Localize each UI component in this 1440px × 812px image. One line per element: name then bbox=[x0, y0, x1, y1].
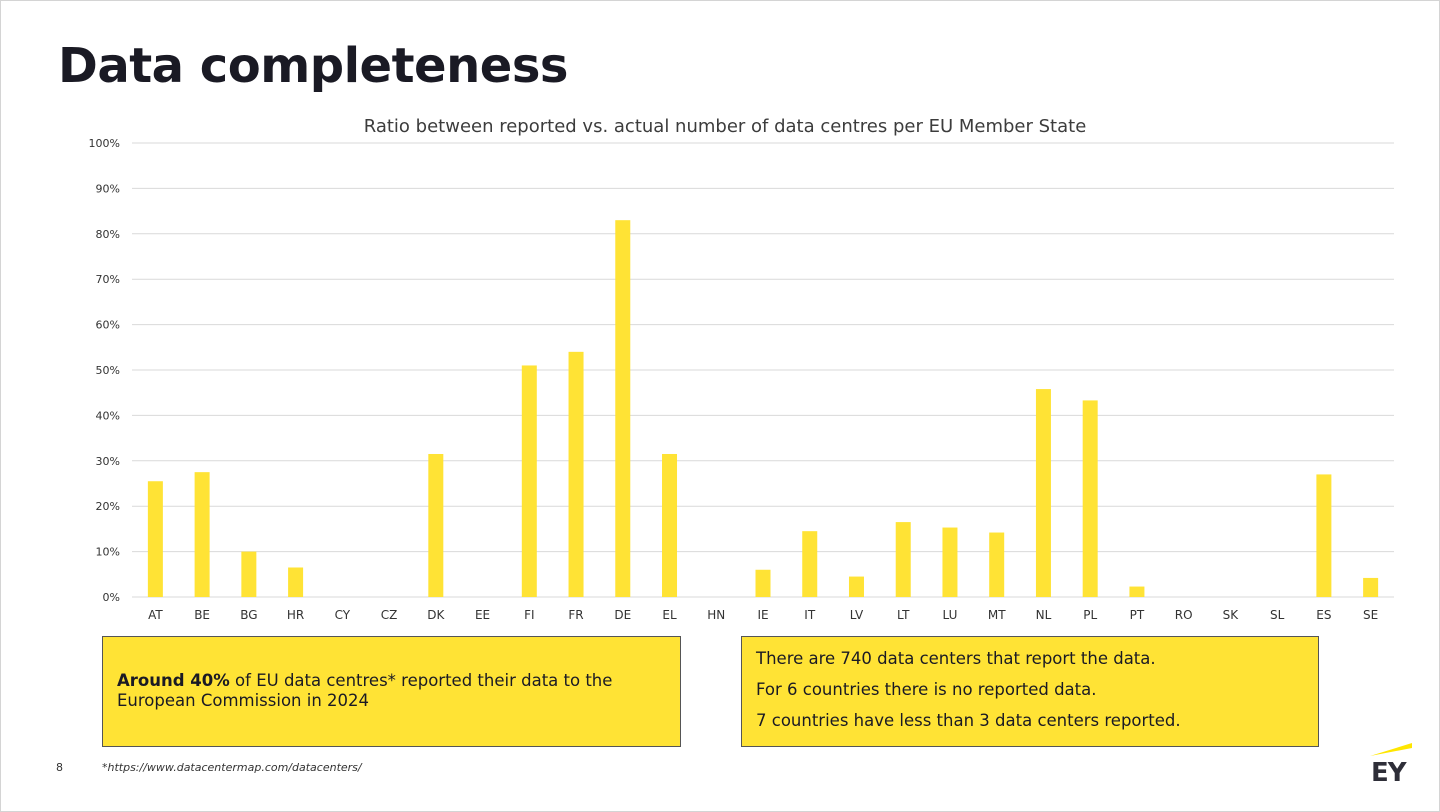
bar bbox=[1082, 400, 1098, 597]
logo-text: EY bbox=[1371, 758, 1407, 788]
bar bbox=[942, 527, 958, 597]
bar bbox=[662, 453, 678, 597]
x-tick-label: HR bbox=[287, 608, 304, 622]
bar bbox=[428, 453, 444, 597]
y-tick-label: 70% bbox=[96, 273, 120, 286]
bar bbox=[848, 576, 864, 597]
x-tick-label: BE bbox=[194, 608, 210, 622]
bar bbox=[521, 365, 537, 597]
facts-callout: There are 740 data centers that report t… bbox=[741, 636, 1319, 747]
footnote: *https://www.datacentermap.com/datacente… bbox=[102, 761, 362, 774]
y-tick-label: 80% bbox=[96, 228, 120, 241]
x-tick-label: HN bbox=[707, 608, 725, 622]
y-tick-label: 60% bbox=[96, 319, 120, 332]
bar bbox=[615, 220, 631, 597]
bar bbox=[755, 569, 771, 597]
y-tick-label: 90% bbox=[96, 182, 120, 195]
x-tick-label: IT bbox=[804, 608, 816, 622]
x-tick-label: PL bbox=[1083, 608, 1097, 622]
x-tick-label: ES bbox=[1316, 608, 1331, 622]
x-tick-label: MT bbox=[988, 608, 1006, 622]
x-tick-label: PT bbox=[1130, 608, 1145, 622]
y-tick-label: 30% bbox=[96, 455, 120, 468]
bar bbox=[1129, 586, 1145, 597]
y-tick-label: 20% bbox=[96, 500, 120, 513]
x-tick-label: EL bbox=[662, 608, 677, 622]
bar bbox=[989, 532, 1005, 597]
x-tick-label: CY bbox=[335, 608, 351, 622]
x-tick-label: RO bbox=[1175, 608, 1193, 622]
bar bbox=[288, 567, 304, 597]
fact-line: There are 740 data centers that report t… bbox=[756, 649, 1156, 668]
bar bbox=[802, 531, 818, 597]
x-tick-label: SK bbox=[1223, 608, 1240, 622]
y-tick-label: 10% bbox=[96, 546, 120, 559]
x-tick-label: EE bbox=[475, 608, 490, 622]
page-title: Data completeness bbox=[58, 38, 568, 94]
x-tick-label: DK bbox=[427, 608, 445, 622]
ey-logo-beam-icon bbox=[1370, 743, 1412, 756]
x-tick-label: SL bbox=[1270, 608, 1285, 622]
chart-title: Ratio between reported vs. actual number… bbox=[363, 116, 1087, 137]
bar bbox=[241, 551, 257, 597]
x-tick-label: SE bbox=[1363, 608, 1378, 622]
x-tick-label: NL bbox=[1036, 608, 1052, 622]
bar bbox=[147, 481, 163, 597]
bar bbox=[568, 351, 584, 597]
y-tick-label: 100% bbox=[89, 137, 120, 150]
y-tick-label: 50% bbox=[96, 364, 120, 377]
bar bbox=[194, 472, 210, 597]
bar-chart: 0% 10% 20% 30% 40% 50% 60% 70% 80% 90% 100% AT BE BG H… bbox=[89, 137, 1394, 622]
fact-line: For 6 countries there is no reported dat… bbox=[756, 680, 1097, 699]
x-tick-label: IE bbox=[757, 608, 768, 622]
summary-callout: Around 40% of EU data centres* reported … bbox=[102, 636, 681, 747]
summary-text: of EU data centres* reported their data … bbox=[117, 671, 613, 710]
x-tick-label: LT bbox=[897, 608, 910, 622]
fact-line: 7 countries have less than 3 data center… bbox=[756, 711, 1181, 730]
x-tick-label: LV bbox=[850, 608, 864, 622]
bar bbox=[895, 522, 911, 597]
bar bbox=[1035, 389, 1051, 597]
bar bbox=[1363, 577, 1379, 597]
summary-highlight: Around 40% bbox=[117, 671, 230, 690]
bar bbox=[1316, 474, 1332, 597]
ey-logo-icon: EY bbox=[1362, 740, 1422, 790]
x-tick-label: LU bbox=[943, 608, 958, 622]
x-tick-label: AT bbox=[148, 608, 163, 622]
x-tick-label: DE bbox=[614, 608, 631, 622]
y-tick-label: 0% bbox=[103, 591, 120, 604]
y-tick-label: 40% bbox=[96, 409, 120, 422]
page-number: 8 bbox=[56, 761, 63, 774]
x-tick-label: CZ bbox=[381, 608, 398, 622]
x-tick-label: FI bbox=[524, 608, 534, 622]
x-tick-label: BG bbox=[240, 608, 257, 622]
x-tick-label: FR bbox=[568, 608, 583, 622]
